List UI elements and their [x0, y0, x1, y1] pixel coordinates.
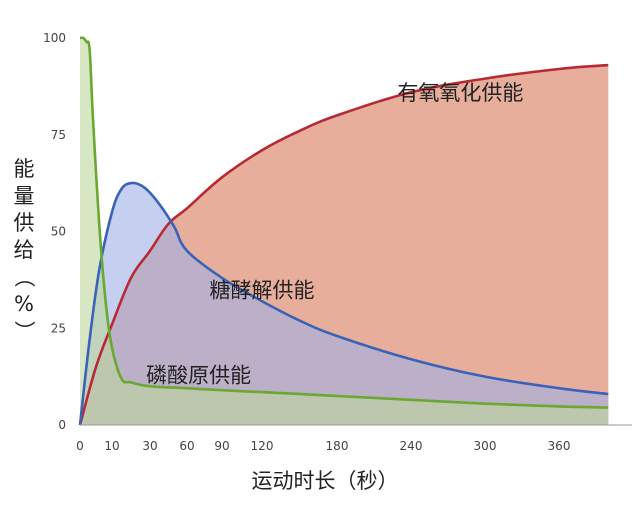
y-axis-title-char: 给	[14, 238, 35, 262]
x-tick-label: 240	[400, 439, 423, 453]
x-tick-label: 60	[179, 439, 194, 453]
y-axis-title-char: %	[14, 292, 34, 316]
phosphagen-line	[79, 36, 609, 409]
x-tick-label: 360	[548, 439, 571, 453]
x-axis-title: 运动时长（秒）	[252, 469, 399, 493]
x-tick-label: 120	[251, 439, 274, 453]
aerobic-label: 有氧氧化供能	[397, 81, 523, 105]
aerobic-line	[78, 63, 609, 426]
glycolysis-line	[78, 181, 609, 426]
x-tick-label: 10	[104, 439, 119, 453]
phosphagen-label: 磷酸原供能	[146, 363, 251, 387]
y-tick-label: 100	[43, 31, 66, 45]
y-tick-label: 50	[51, 225, 66, 239]
x-tick-label: 90	[214, 439, 229, 453]
glycolysis-label: 糖酵解供能	[210, 278, 315, 302]
y-tick-label: 75	[51, 128, 66, 142]
phosphagen-area	[80, 37, 609, 425]
y-axis-title-char: 供	[14, 211, 35, 235]
y-axis-title-char: 能	[14, 157, 35, 181]
y-axis-title-char: ）	[12, 321, 36, 342]
x-tick-label: 300	[474, 439, 497, 453]
y-tick-label: 25	[51, 321, 66, 335]
y-axis-title-char: （	[12, 267, 36, 288]
x-tick-label: 180	[326, 439, 349, 453]
y-tick-label: 0	[58, 418, 66, 432]
y-tick-labels: 0 25 50 75 100	[43, 31, 66, 432]
x-tick-label: 0	[76, 439, 84, 453]
y-axis-title-char: 量	[14, 184, 35, 208]
areas-layer	[80, 37, 609, 425]
x-tick-labels: 0 10 30 60 90 120 180 240 300 360	[76, 439, 570, 453]
lines-layer	[78, 36, 609, 426]
glycolysis-area	[80, 182, 609, 425]
x-tick-label: 30	[142, 439, 157, 453]
